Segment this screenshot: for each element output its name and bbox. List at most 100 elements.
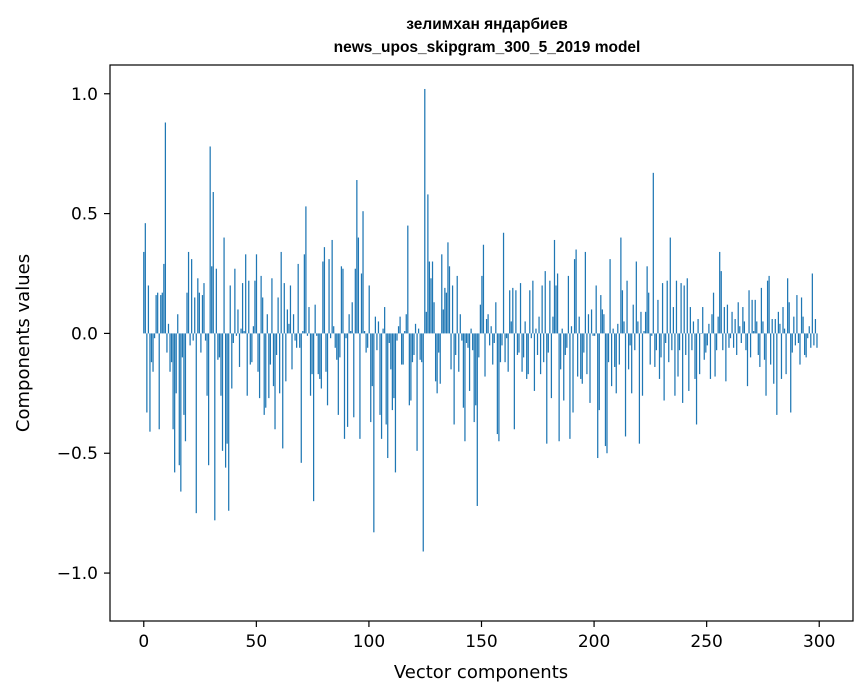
bar [658, 333, 661, 379]
bar [455, 333, 457, 355]
bar [498, 333, 500, 442]
bar [235, 333, 238, 336]
bar [529, 290, 531, 334]
bar [249, 333, 251, 365]
bar [419, 333, 421, 360]
bar [255, 254, 258, 334]
bar [558, 333, 560, 442]
bar [314, 304, 316, 334]
bar [805, 333, 807, 358]
bar [362, 211, 364, 334]
bar [783, 328, 786, 334]
bar [800, 297, 803, 334]
y-tick-label: −1.0 [57, 564, 98, 584]
bar [776, 333, 778, 415]
bar [726, 304, 729, 334]
bar [430, 278, 432, 334]
bar [655, 333, 658, 351]
bar [441, 254, 443, 334]
bar [461, 333, 463, 341]
bar [282, 333, 284, 449]
bar [626, 280, 628, 334]
bar [502, 232, 505, 334]
bar [149, 333, 151, 432]
bar [487, 314, 489, 334]
bar [671, 333, 673, 351]
bar [343, 333, 346, 439]
bar [465, 333, 468, 343]
bar [787, 278, 789, 334]
bar [444, 287, 446, 334]
bar [195, 333, 197, 514]
bar [694, 333, 696, 379]
bar [651, 333, 653, 336]
bar [320, 333, 322, 389]
bar [208, 333, 210, 466]
bar [720, 271, 722, 334]
bar [180, 333, 182, 492]
bar [371, 333, 373, 387]
bar [434, 333, 437, 382]
y-tick-label: −0.5 [57, 444, 98, 464]
bar [169, 333, 171, 372]
bar [634, 333, 636, 351]
bar [223, 237, 225, 334]
bar [714, 333, 716, 377]
bar [808, 326, 810, 334]
bar [722, 333, 724, 351]
bar [709, 333, 712, 379]
bar [804, 333, 806, 355]
bar [322, 261, 324, 334]
bar [527, 333, 529, 375]
bar [728, 333, 730, 348]
bar [746, 333, 749, 387]
bar [459, 314, 461, 334]
bar [711, 314, 713, 334]
bar [627, 333, 630, 370]
bar [580, 333, 582, 379]
x-tick-label: 200 [578, 632, 610, 652]
bar [280, 251, 282, 334]
bar [274, 333, 276, 430]
bar [448, 266, 451, 334]
bar [427, 194, 429, 334]
bar [191, 259, 193, 334]
bar [184, 333, 187, 442]
bar [201, 295, 204, 334]
bar [155, 295, 157, 334]
bar [442, 309, 444, 334]
bar [456, 275, 458, 334]
bar [215, 268, 217, 334]
bar [793, 316, 795, 334]
bar [299, 333, 301, 348]
bar [785, 333, 787, 375]
bar [377, 321, 380, 334]
bar [521, 333, 523, 372]
bar [504, 333, 506, 363]
bar [499, 333, 502, 363]
bar [695, 333, 698, 425]
bar [569, 333, 571, 439]
bar [428, 261, 431, 334]
bar [226, 333, 228, 444]
bar [263, 333, 265, 415]
bar [269, 333, 272, 365]
bar [451, 285, 454, 334]
bar [187, 251, 190, 334]
bar [606, 333, 608, 454]
bar [147, 285, 150, 334]
bar [431, 261, 434, 334]
bar [373, 333, 375, 533]
bar [272, 333, 275, 387]
bar [285, 333, 287, 382]
bar [150, 333, 153, 363]
bar [413, 333, 415, 355]
bar [385, 333, 387, 425]
bar [766, 280, 769, 334]
bar [773, 333, 775, 384]
bar [260, 275, 262, 334]
bar [376, 333, 378, 351]
bar [765, 333, 767, 396]
bar [292, 314, 295, 334]
bar [561, 328, 563, 334]
